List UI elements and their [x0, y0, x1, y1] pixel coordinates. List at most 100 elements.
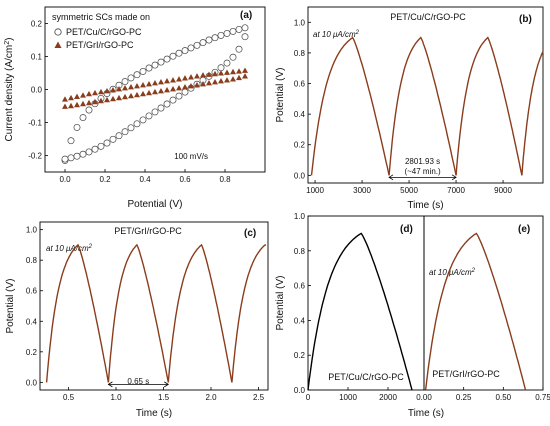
- panel-a-point: [68, 102, 74, 109]
- panel-a-point: [164, 87, 170, 93]
- panel-a-point: [85, 148, 93, 156]
- panel-a-point: [139, 116, 147, 124]
- panel-a-point: [67, 154, 75, 162]
- panel-d-curve-cycle-1: [307, 232, 413, 391]
- panel-c-curve-cycle-1: [45, 243, 110, 383]
- panel-a-point: [134, 91, 140, 98]
- panel-c-xtick-label: 1.0: [110, 393, 122, 402]
- panel-a-point: [182, 84, 188, 90]
- panel-c-duration-arrow-right: [164, 381, 170, 388]
- panel-d-xtick-label: 2000: [379, 393, 397, 402]
- panel-d-xtick-label: 0: [306, 393, 311, 402]
- panel-a-legend-label-2: PET/GrI/rGO-PC: [66, 40, 134, 50]
- panel-a-point: [127, 74, 135, 82]
- panel-a-point: [223, 29, 231, 37]
- panel-a-point: [61, 155, 69, 163]
- panel-c: 0.5 1.0 1.5 2.0 2.5 0.0 0.2 0.4 0.6 0.8 1.0 Time (s…: [5, 221, 269, 419]
- panel-c-ytick-label: 0.6: [26, 287, 38, 296]
- panel-a-legend-label-1: PET/Cu/C/rGO-PC: [66, 27, 142, 37]
- panel-c-xtick-label: 2.5: [253, 393, 265, 402]
- panel-a-point: [193, 41, 201, 49]
- panel-a-point: [241, 24, 249, 32]
- panel-a-point: [151, 61, 159, 69]
- panel-a-point: [175, 92, 183, 100]
- panel-b: 1000 3000 5000 7000 9000 0.0 0.2 0.4 0.6 0.8 1.0 Ti…: [275, 6, 544, 211]
- panel-a-point: [80, 100, 86, 107]
- panel-a-point: [74, 101, 80, 108]
- panel-c-ytick-label: 0.4: [26, 317, 38, 326]
- panel-a-letter: (a): [240, 10, 252, 21]
- panel-a-point: [91, 145, 99, 153]
- panel-a-point: [236, 74, 242, 81]
- panel-a-point: [121, 128, 129, 136]
- panel-c-xtick-label: 0.5: [63, 393, 75, 402]
- panel-a-point: [133, 71, 141, 79]
- panel-a-point: [80, 92, 86, 98]
- panel-e-rate-label: at 10 μA/cm2: [429, 268, 476, 277]
- panel-a-point: [73, 123, 81, 131]
- panel-c-curve-cycle-2: [107, 243, 169, 383]
- panel-a-point: [211, 34, 219, 42]
- panel-b-duration-arrow-right: [451, 174, 457, 181]
- panel-a-point: [200, 81, 206, 87]
- panel-a-point: [121, 78, 129, 86]
- panel-d-ytick-label: 0.2: [294, 351, 306, 360]
- panel-a-scan-rate: 100 mV/s: [174, 152, 208, 161]
- panel-a-point: [73, 152, 81, 160]
- panel-a-point: [175, 49, 183, 57]
- panel-c-ytick-label: 1.0: [26, 226, 38, 235]
- panel-b-letter: (b): [519, 14, 532, 25]
- panel-a-point: [79, 114, 87, 122]
- panel-a-xlabel: Potential (V): [127, 199, 182, 210]
- panel-d-ytick-label: 1.0: [294, 212, 306, 221]
- panel-e-xtick-label: 0.75: [535, 393, 550, 402]
- panel-c-frame: [39, 221, 269, 391]
- panel-a-point: [224, 69, 230, 75]
- panel-a-ytick-label: 0.1: [31, 53, 43, 62]
- panel-d-ytick-label: 0.0: [294, 386, 306, 395]
- panel-a-point: [86, 99, 92, 106]
- panel-e-xtick-label: 0.50: [496, 393, 512, 402]
- panel-c-ytick-label: 0.8: [26, 256, 38, 265]
- panel-a-point: [241, 33, 249, 41]
- panel-c-rate-label: at 10 μA/cm2: [46, 244, 93, 253]
- panel-a-xtick-label: 0.2: [99, 175, 111, 184]
- panel-a-point: [139, 67, 147, 75]
- panel-a-point: [115, 132, 123, 140]
- panel-a-point: [230, 68, 236, 75]
- panel-a-legend-marker-1: [54, 28, 62, 36]
- panel-d-letter: (d): [400, 224, 413, 235]
- panel-a-point: [97, 142, 105, 150]
- panel-a-point: [217, 31, 225, 39]
- panel-a-point: [92, 89, 98, 96]
- panel-d-sample-label: PET/Cu/C/rGO-PC: [328, 372, 404, 382]
- panel-e-xtick-label: 0.00: [416, 393, 432, 402]
- panel-a-point: [218, 70, 224, 76]
- panel-c-ylabel: Potential (V): [5, 278, 16, 333]
- panel-a-point: [152, 80, 158, 86]
- panel-a-point: [188, 83, 194, 89]
- panel-a-xtick-label: 0.8: [219, 175, 231, 184]
- panel-d-ytick-label: 0.6: [294, 282, 306, 291]
- panel-a-point: [206, 71, 212, 77]
- panel-d-xtick-label: 1000: [339, 393, 357, 402]
- panel-b-xtick-label: 3000: [353, 186, 371, 195]
- panel-e-xtick-label: 0.25: [456, 393, 472, 402]
- panel-a-point: [128, 92, 134, 99]
- panel-a-point: [145, 112, 153, 120]
- panel-a-ytick-label: -0.2: [28, 152, 42, 161]
- panel-a-point: [164, 78, 170, 84]
- panel-a-point: [146, 81, 152, 87]
- panel-d-ylabel: Potential (V): [275, 275, 286, 330]
- panel-a-point: [109, 135, 117, 143]
- panel-b-curve-cycle-3: [455, 36, 523, 176]
- panel-a-point: [133, 120, 141, 128]
- panel-a-point: [194, 82, 200, 88]
- panel-a-xtick-label: 0.0: [59, 175, 71, 184]
- panel-c-xtick-label: 2.0: [205, 393, 217, 402]
- panel-a-point: [134, 83, 140, 89]
- panel-a-point: [199, 39, 207, 47]
- panel-a-point: [157, 104, 165, 112]
- panel-a-point: [110, 87, 116, 93]
- panel-a-point: [140, 82, 146, 88]
